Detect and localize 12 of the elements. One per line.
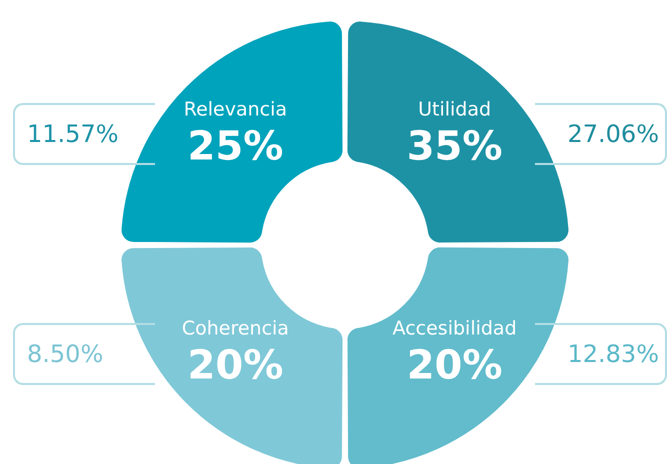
callout-frame: 11.57% [13, 103, 155, 166]
category-label: Relevancia [184, 98, 288, 120]
category-label: Coherencia [182, 318, 289, 340]
data-label: 35% [406, 123, 502, 170]
category-label: Utilidad [418, 98, 492, 120]
data-label: 20% [188, 342, 284, 389]
data-label: 20% [406, 342, 502, 389]
data-label: 25% [188, 123, 284, 170]
category-label: Accesibilidad [392, 318, 517, 340]
callout-frame: 8.50% [13, 322, 155, 385]
callout-frame: 12.83% [535, 322, 667, 385]
callout-frame: 27.06% [535, 103, 667, 166]
